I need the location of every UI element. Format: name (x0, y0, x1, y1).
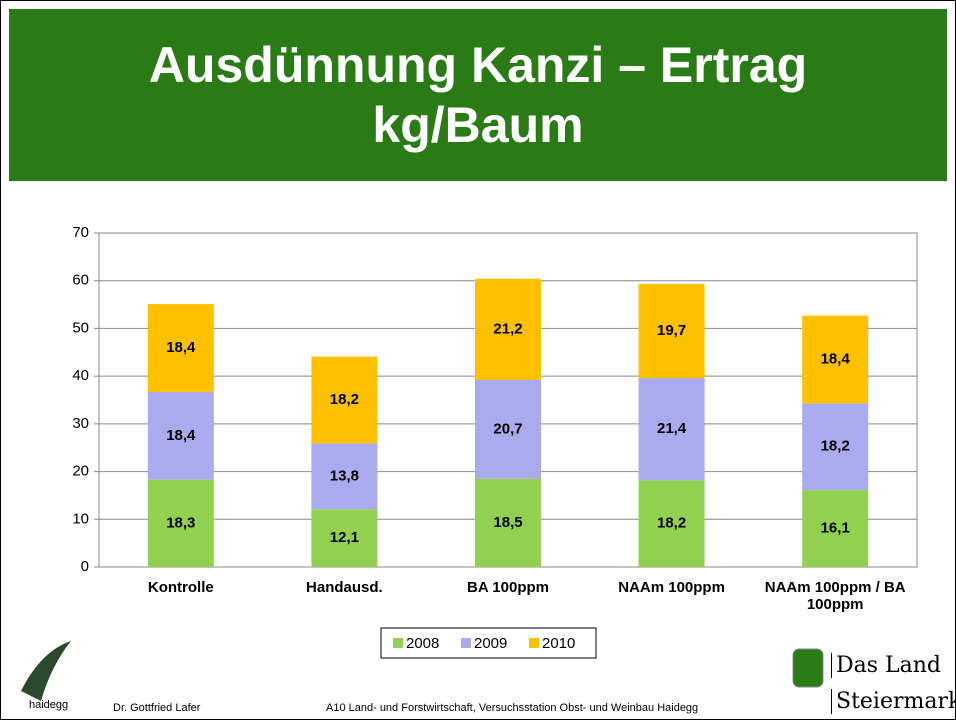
data-label: 16,1 (821, 520, 850, 537)
bar-segment (638, 284, 705, 379)
bar-segment (638, 480, 705, 567)
bar-segment (638, 378, 705, 481)
y-tick-label: 10 (72, 510, 89, 527)
legend-swatch (529, 638, 539, 648)
title: Ausdünnung Kanzi – Ertrag kg/Baum (148, 37, 808, 153)
x-tick-label: NAAm 100ppm (618, 579, 725, 596)
legend-label: 2010 (542, 635, 575, 652)
bar-segment (311, 356, 378, 444)
bar-segment (802, 315, 869, 404)
legend-swatch (393, 638, 403, 648)
bar-segment (475, 278, 541, 380)
y-tick-label: 60 (72, 272, 89, 289)
bar-segment (311, 509, 378, 567)
logo-mark (21, 641, 71, 701)
x-tick-label: Kontrolle (147, 579, 214, 596)
bar-segment (802, 403, 869, 491)
y-tick-label: 0 (81, 558, 89, 575)
y-tick-label: 50 (72, 319, 89, 336)
data-label: 18,4 (166, 339, 196, 356)
data-label: 18,2 (330, 391, 359, 408)
y-tick-label: 20 (72, 463, 89, 480)
data-label: 21,2 (493, 320, 522, 337)
legend-label: 2009 (474, 635, 507, 652)
bar-segment (147, 304, 214, 392)
legend-box (380, 627, 597, 659)
data-label: 20,7 (493, 420, 522, 437)
y-tick-label: 40 (72, 367, 89, 384)
x-tick-label: Handausd. (306, 579, 383, 596)
data-label: 18,5 (493, 514, 522, 531)
data-label: 12,1 (330, 529, 359, 546)
bar-segment (147, 391, 214, 480)
coat-of-arms (792, 648, 824, 688)
brand-line: Steiermark (831, 689, 955, 714)
bar-segment (475, 478, 541, 567)
data-label: 18,4 (166, 427, 196, 444)
data-label: 19,7 (657, 322, 686, 339)
legend-swatch (461, 638, 471, 648)
logo-text: haidegg (29, 699, 69, 711)
brand-line: Das Land (831, 653, 941, 678)
legend-label: 2008 (406, 635, 439, 652)
data-label: 18,2 (657, 515, 686, 532)
x-tick-label: BA 100ppm (467, 579, 549, 596)
data-label: 18,3 (166, 514, 195, 531)
bar-segment (475, 379, 541, 479)
x-tick-label: NAAm 100ppm / BA 100ppm (764, 579, 906, 613)
y-tick-label: 30 (72, 415, 89, 432)
data-label: 21,4 (657, 420, 687, 437)
y-tick-label: 70 (72, 224, 89, 241)
bar-segment (802, 490, 869, 567)
header: Ausdünnung Kanzi – Ertrag kg/Baum (9, 9, 947, 181)
author: Dr. Gottfried Lafer (113, 702, 201, 714)
bar-segment (147, 479, 214, 567)
institution: A10 Land- und Forstwirtschaft, Versuchss… (326, 702, 699, 714)
data-label: 13,8 (330, 467, 359, 484)
data-label: 18,2 (821, 438, 850, 455)
bar-segment (311, 443, 378, 510)
data-label: 18,4 (821, 350, 851, 367)
